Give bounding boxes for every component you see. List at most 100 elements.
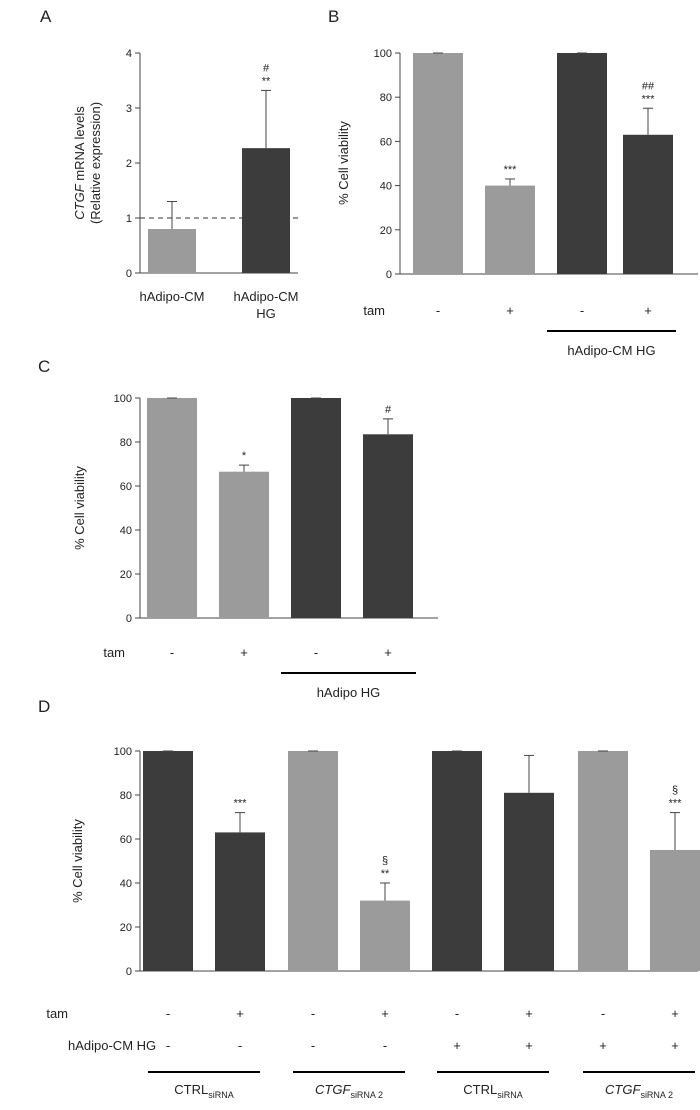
panel-A: A CTGF mRNA levels (Relative expression) 0 1…	[40, 7, 299, 321]
y-axis-label: % Cell viability	[336, 121, 351, 205]
significance-marker: **	[262, 75, 271, 87]
panel-C: C % Cell viability 0 20 40 60 80 100 * # tam - + - + hA…	[38, 357, 438, 700]
condition-value: -	[166, 1006, 170, 1021]
bar	[360, 900, 410, 971]
bar	[291, 398, 341, 618]
y-axis-label-line2: (Relative expression)	[88, 102, 103, 224]
significance-marker: §	[672, 785, 678, 797]
significance-marker: ***	[642, 93, 656, 105]
y-tick-label: 3	[126, 103, 132, 115]
y-tick-label: 20	[380, 225, 392, 237]
y-tick-label: 4	[126, 48, 132, 60]
y-axis-label: % Cell viability	[72, 466, 87, 550]
bar	[147, 398, 197, 618]
y-tick-label: 0	[126, 966, 132, 978]
condition-value: +	[384, 645, 392, 660]
y-tick-label: 60	[380, 136, 392, 148]
y-tick-label: 40	[380, 181, 392, 193]
condition-value: -	[314, 645, 318, 660]
bar	[504, 792, 554, 971]
condition-value: +	[240, 645, 248, 660]
bar	[432, 751, 482, 971]
y-tick-label: 20	[120, 922, 132, 934]
condition-value: -	[601, 1006, 605, 1021]
category-label: hAdipo-CM	[139, 289, 204, 304]
panel-D: D% Cell viability020406080100***§**§***t…	[38, 697, 700, 1100]
y-tick-label: 100	[114, 393, 132, 405]
condition-label: tam	[103, 645, 125, 660]
panel-label: B	[328, 7, 339, 26]
bar	[288, 751, 338, 971]
condition-value: +	[644, 303, 652, 318]
y-tick-label: 20	[120, 569, 132, 581]
bar	[650, 850, 700, 971]
significance-marker: ***	[234, 798, 248, 810]
condition-value: +	[236, 1006, 244, 1021]
bar	[413, 53, 463, 274]
y-tick-label: 2	[126, 158, 132, 170]
condition-value: +	[453, 1038, 461, 1053]
category-label: HG	[256, 306, 276, 321]
panel-B: B% Cell viability020406080100***##***tam…	[328, 7, 698, 358]
group-label: hAdipo HG	[317, 685, 381, 700]
significance-marker: #	[263, 62, 270, 74]
significance-marker: §	[382, 855, 388, 867]
significance-marker: ***	[504, 164, 518, 176]
significance-marker: ***	[669, 798, 683, 810]
condition-value: -	[238, 1038, 242, 1053]
y-axis-label: CTGF mRNA levels	[72, 106, 87, 220]
y-tick-label: 0	[126, 613, 132, 625]
condition-value: -	[383, 1038, 387, 1053]
bar	[143, 751, 193, 971]
panel-label: C	[38, 357, 50, 376]
panel-label: D	[38, 697, 50, 716]
group-label: CTGFsiRNA 2	[605, 1082, 673, 1100]
group-label: CTGFsiRNA 2	[315, 1082, 383, 1100]
condition-value: +	[671, 1038, 679, 1053]
condition-value: -	[170, 645, 174, 660]
condition-value: -	[455, 1006, 459, 1021]
condition-value: +	[381, 1006, 389, 1021]
condition-value: +	[525, 1006, 533, 1021]
group-label: CTRLsiRNA	[463, 1082, 522, 1100]
y-tick-label: 0	[126, 268, 132, 280]
y-tick-label: 100	[114, 746, 132, 758]
y-axis-label: % Cell viability	[70, 819, 85, 903]
bar	[578, 751, 628, 971]
condition-value: -	[436, 303, 440, 318]
bar	[485, 185, 535, 274]
y-tick-label: 40	[120, 525, 132, 537]
condition-value: -	[311, 1006, 315, 1021]
y-tick-label: 80	[120, 437, 132, 449]
condition-value: +	[599, 1038, 607, 1053]
condition-value: +	[671, 1006, 679, 1021]
y-tick-label: 100	[374, 48, 392, 60]
bar	[623, 134, 673, 274]
group-label: hAdipo-CM HG	[567, 343, 655, 358]
bar	[242, 148, 290, 273]
bar	[363, 434, 413, 618]
condition-label: tam	[46, 1006, 68, 1021]
significance-marker: *	[242, 450, 247, 462]
y-tick-label: 60	[120, 481, 132, 493]
panel-label: A	[40, 7, 52, 26]
y-tick-label: 0	[386, 269, 392, 281]
condition-value: -	[166, 1038, 170, 1053]
condition-value: -	[311, 1038, 315, 1053]
significance-marker: ##	[642, 80, 655, 92]
group-label: CTRLsiRNA	[174, 1082, 233, 1100]
y-tick-label: 60	[120, 834, 132, 846]
y-tick-label: 1	[126, 213, 132, 225]
condition-value: +	[525, 1038, 533, 1053]
significance-marker: **	[381, 868, 390, 880]
condition-value: -	[580, 303, 584, 318]
significance-marker: #	[385, 404, 392, 416]
condition-label: tam	[363, 303, 385, 318]
condition-label: hAdipo-CM HG	[68, 1038, 156, 1053]
bar	[215, 832, 265, 971]
bar	[148, 229, 196, 273]
y-tick-label: 80	[120, 790, 132, 802]
y-tick-label: 40	[120, 878, 132, 890]
bar	[219, 471, 269, 618]
